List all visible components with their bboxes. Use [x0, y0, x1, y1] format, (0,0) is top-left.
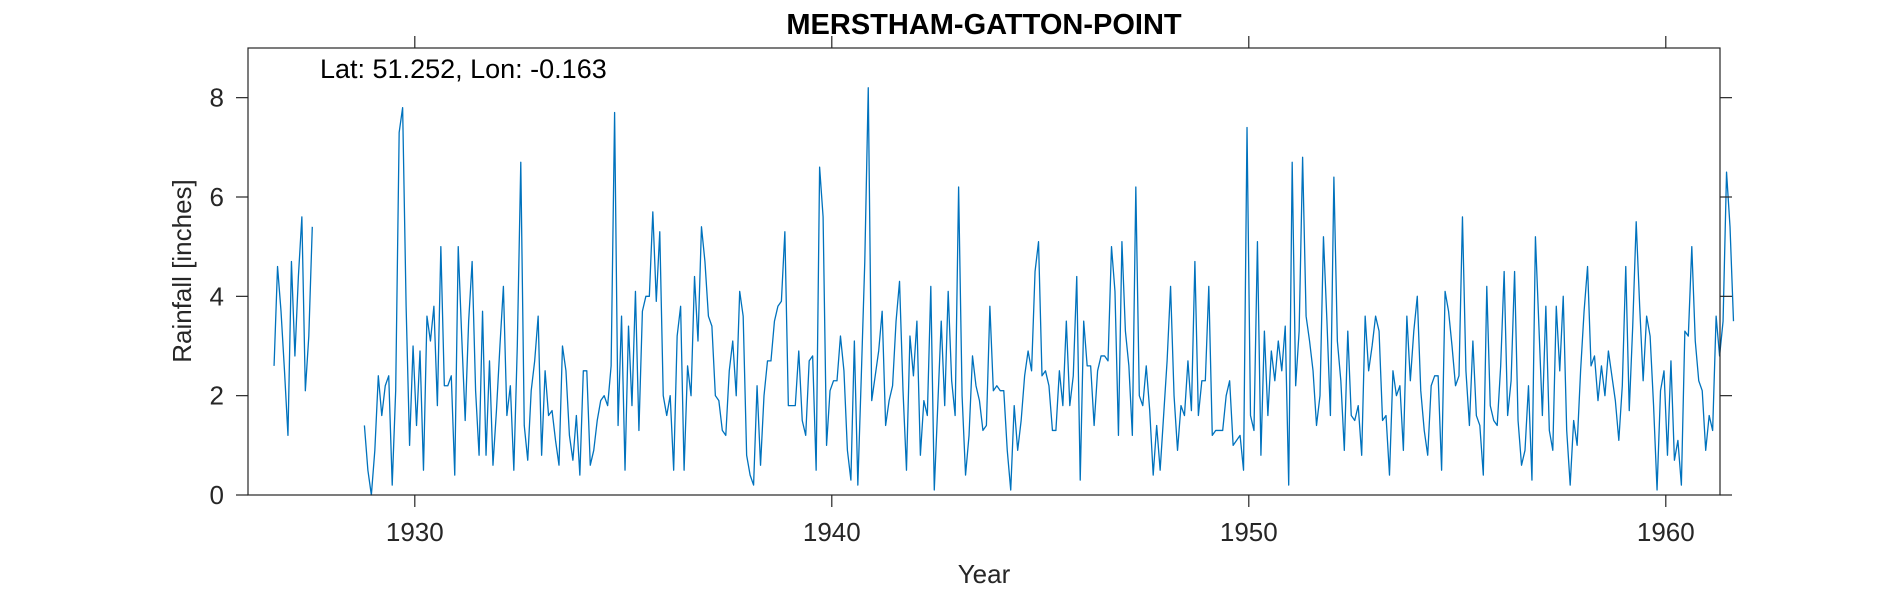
x-axis-label: Year — [958, 559, 1011, 589]
y-tick-label: 4 — [210, 281, 224, 311]
y-tick-label: 6 — [210, 182, 224, 212]
y-tick-label: 8 — [210, 83, 224, 113]
series-line-segment — [363, 87, 1735, 496]
x-tick-label: 1960 — [1637, 517, 1695, 547]
chart-title: MERSTHAM-GATTON-POINT — [786, 9, 1182, 41]
axes-box — [247, 47, 1721, 496]
plot-area — [248, 48, 1720, 495]
annotation-text: Lat: 51.252, Lon: -0.163 — [320, 54, 607, 84]
y-axis-label: Rainfall [inches] — [167, 179, 197, 363]
series-layer — [273, 87, 1735, 496]
y-tick-label: 0 — [210, 480, 224, 510]
series-line-segment — [273, 216, 313, 437]
y-tick-label: 2 — [210, 381, 224, 411]
x-tick-label: 1950 — [1220, 517, 1278, 547]
ticks-layer: 1930 1940 1950 1960 0 2 4 6 8 — [210, 36, 1732, 547]
x-tick-label: 1930 — [386, 517, 444, 547]
x-tick-label: 1940 — [803, 517, 861, 547]
